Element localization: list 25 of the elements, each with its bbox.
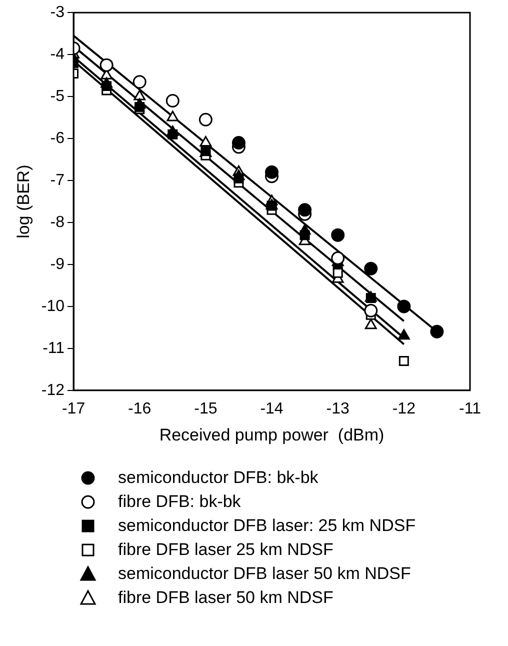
y-tick-label: -5 xyxy=(50,88,65,105)
legend-label: semiconductor DFB laser: 25 km NDSF xyxy=(118,515,416,537)
y-tick-label: -8 xyxy=(50,214,65,231)
x-tick-label: -11 xyxy=(459,400,482,418)
legend-label: fibre DFB laser 50 km NDSF xyxy=(118,587,334,609)
y-tick-label: -4 xyxy=(50,46,65,63)
legend-label: fibre DFB laser 25 km NDSF xyxy=(118,539,334,561)
x-tick-label: -12 xyxy=(392,400,416,418)
y-tick-label: -11 xyxy=(42,340,65,357)
x-tick-label: -14 xyxy=(260,400,284,418)
y-tick-label: -10 xyxy=(41,298,65,315)
x-tick-label: -13 xyxy=(326,400,350,418)
y-tick-label: -9 xyxy=(50,256,65,273)
legend-label: fibre DFB: bk-bk xyxy=(118,491,241,513)
y-tick-label: -3 xyxy=(50,4,65,22)
legend-label: semiconductor DFB: bk-bk xyxy=(118,467,318,489)
legend-label: semiconductor DFB laser 50 km NDSF xyxy=(118,563,411,585)
y-axis-title: log (BER) xyxy=(14,164,33,238)
x-tick-label: -17 xyxy=(62,400,86,418)
x-tick-label: -16 xyxy=(128,400,152,418)
x-tick-label: -15 xyxy=(194,400,218,418)
x-axis-title: Received pump power (dBm) xyxy=(159,425,384,444)
y-tick-label: -12 xyxy=(41,382,65,399)
y-tick-label: -7 xyxy=(50,172,65,189)
y-tick-label: -6 xyxy=(50,130,65,147)
